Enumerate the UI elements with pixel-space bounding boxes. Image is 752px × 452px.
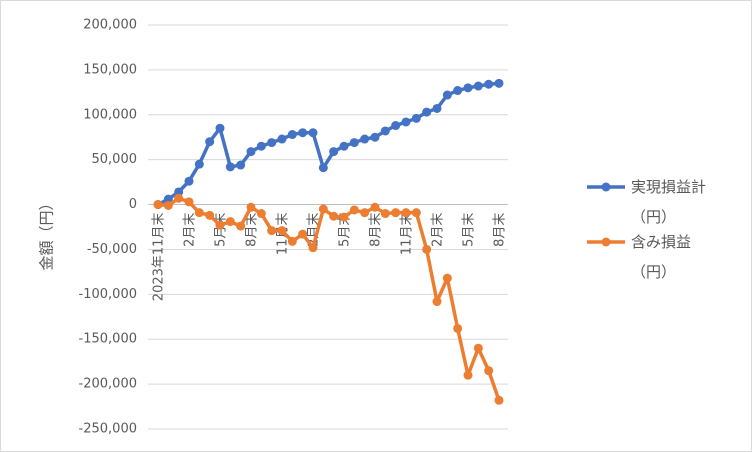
- y-tick-label: 0: [129, 197, 137, 212]
- point: [339, 212, 349, 222]
- y-tick-label: -50,000: [87, 242, 137, 257]
- series-line: [157, 196, 501, 401]
- point: [194, 208, 204, 218]
- x-tick-label: 2月末: [183, 213, 198, 247]
- point: [411, 113, 421, 123]
- x-tick-label: 8月末: [369, 213, 384, 247]
- series-line: [157, 81, 500, 207]
- point: [329, 147, 339, 157]
- y-tick-label: -150,000: [79, 332, 137, 347]
- point: [318, 163, 328, 173]
- x-tick-label: 11月末: [400, 213, 415, 256]
- point: [308, 128, 318, 138]
- y-tick-label: -100,000: [79, 287, 137, 302]
- point: [298, 229, 308, 239]
- y-tick-label: -250,000: [79, 422, 137, 437]
- point: [287, 236, 297, 246]
- point: [318, 204, 328, 214]
- point: [370, 132, 380, 142]
- point: [473, 343, 483, 353]
- point: [329, 211, 339, 221]
- point: [370, 202, 380, 212]
- point: [225, 217, 235, 227]
- legend-marker: [601, 182, 611, 192]
- point: [442, 273, 452, 283]
- point: [267, 138, 277, 148]
- x-tick-label: 8月末: [493, 213, 508, 247]
- point: [453, 323, 463, 333]
- point: [442, 90, 452, 100]
- point: [391, 208, 401, 218]
- x-tick-label: 2月末: [431, 213, 446, 247]
- point: [174, 187, 184, 197]
- point: [174, 193, 184, 203]
- point: [205, 210, 215, 220]
- point: [298, 128, 308, 138]
- x-tick-label: 5月末: [214, 213, 229, 247]
- point: [163, 200, 173, 210]
- point: [236, 221, 246, 231]
- point: [380, 209, 390, 219]
- point: [484, 79, 494, 89]
- point: [360, 134, 370, 144]
- x-tick-label: 2月末: [307, 213, 322, 247]
- x-tick-label: 5月末: [462, 213, 477, 247]
- x-tick-label: 5月末: [338, 213, 353, 247]
- y-tick-label: -200,000: [79, 377, 137, 392]
- x-tick-label: 8月末: [245, 213, 260, 247]
- point: [339, 141, 349, 151]
- point: [401, 117, 411, 127]
- point: [277, 134, 287, 144]
- y-tick-label: 150,000: [83, 62, 137, 77]
- point: [205, 137, 215, 147]
- point: [453, 86, 463, 96]
- point: [267, 226, 277, 236]
- point: [473, 81, 483, 91]
- point: [422, 107, 432, 117]
- point: [432, 103, 442, 113]
- legend-marker: [601, 237, 611, 247]
- point: [432, 297, 442, 307]
- point: [194, 159, 204, 169]
- point: [411, 208, 421, 218]
- point: [380, 126, 390, 136]
- point: [277, 226, 287, 236]
- point: [494, 395, 504, 405]
- point: [153, 200, 163, 210]
- point: [308, 243, 318, 253]
- point: [422, 244, 432, 254]
- point: [463, 370, 473, 380]
- point: [184, 197, 194, 207]
- point: [163, 194, 173, 204]
- y-tick-label: 200,000: [83, 18, 137, 33]
- point: [349, 138, 359, 148]
- point: [349, 205, 359, 215]
- point: [215, 220, 225, 230]
- point: [391, 121, 401, 131]
- point: [494, 78, 504, 88]
- point: [484, 366, 494, 376]
- legend-label: 実現損益計（円）: [631, 178, 707, 226]
- y-axis-label: 金額（円）: [38, 195, 56, 270]
- point: [236, 160, 246, 170]
- point: [401, 208, 411, 218]
- point: [256, 141, 266, 151]
- point: [463, 83, 473, 93]
- point: [256, 209, 266, 219]
- point: [225, 162, 235, 172]
- y-tick-label: 50,000: [92, 152, 138, 167]
- y-tick-label: 100,000: [83, 107, 137, 122]
- point: [246, 202, 256, 212]
- legend-label: 含み損益（円）: [631, 233, 692, 281]
- point: [246, 147, 256, 157]
- point: [184, 176, 194, 186]
- point: [287, 130, 297, 140]
- x-tick-label: 2023年11月末: [152, 213, 167, 302]
- point: [215, 123, 225, 133]
- point: [360, 208, 370, 218]
